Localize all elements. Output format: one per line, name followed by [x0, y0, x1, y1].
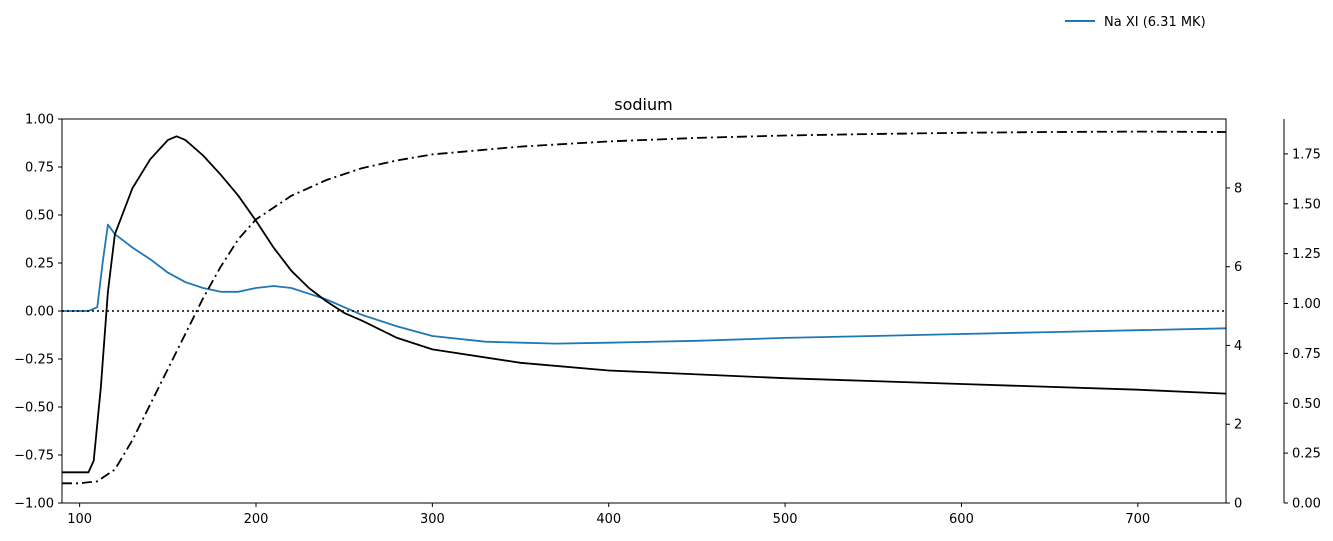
y-left-tick-label: 1.00 — [25, 113, 54, 128]
y-left-tick-label: 0.75 — [25, 161, 54, 176]
series-layer — [62, 130, 1227, 485]
y-left-tick-label: −1.00 — [14, 497, 54, 512]
y-left-tick-label: 0.50 — [25, 209, 54, 224]
y-far-right-tick-label: 1.50 — [1292, 197, 1321, 212]
series-line-na-xi — [62, 223, 1227, 345]
x-tick-label: 700 — [1125, 512, 1150, 527]
y-left-tick-label: −0.25 — [14, 353, 54, 368]
axes-layer: 100 200 300 400 500 600 700 −1.00 −0.75 −0.50 −0.2… — [14, 113, 1321, 528]
y-far-right-tick-label: 1.75 — [1292, 147, 1321, 162]
y-left-tick-label: 0.00 — [25, 305, 54, 320]
y-right-tick-label: 6 — [1234, 260, 1242, 275]
x-tick-label: 600 — [949, 512, 974, 527]
x-tick-label: 400 — [596, 512, 621, 527]
y-far-right-tick-label: 0.25 — [1292, 447, 1321, 462]
x-tick-label: 300 — [420, 512, 445, 527]
series-line-3 — [62, 130, 1227, 485]
chart-title: sodium — [614, 95, 672, 114]
y-far-right-tick-label: 1.00 — [1292, 297, 1321, 312]
series-line-2 — [62, 135, 1227, 474]
x-tick-label: 200 — [244, 512, 269, 527]
legend-label-na-xi: Na XI (6.31 MK) — [1104, 15, 1206, 30]
y-right-tick-label: 2 — [1234, 418, 1242, 433]
y-far-right-tick-label: 0.00 — [1292, 497, 1321, 512]
y-left-tick-label: −0.75 — [14, 449, 54, 464]
y-far-right-tick-label: 0.50 — [1292, 397, 1321, 412]
legend: Na XI (6.31 MK) — [1065, 15, 1206, 30]
x-tick-label: 100 — [67, 512, 92, 527]
y-far-right-tick-label: 0.75 — [1292, 347, 1321, 362]
y-right-tick-label: 0 — [1234, 497, 1242, 512]
y-far-right-tick-label: 1.25 — [1292, 247, 1321, 262]
y-left-tick-label: 0.25 — [25, 257, 54, 272]
y-right-tick-label: 8 — [1234, 181, 1242, 196]
y-right-tick-label: 4 — [1234, 339, 1242, 354]
y-left-tick-label: −0.50 — [14, 401, 54, 416]
x-tick-label: 500 — [773, 512, 798, 527]
